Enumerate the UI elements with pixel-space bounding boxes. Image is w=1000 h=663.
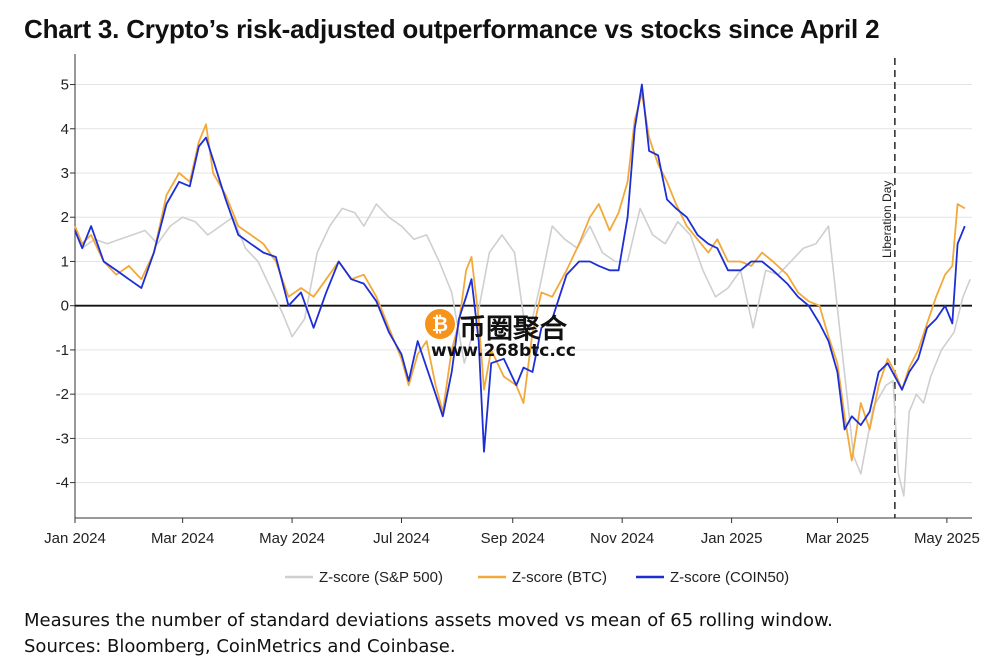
x-tick-label: Mar 2025 <box>806 530 869 547</box>
y-tick-label: 2 <box>61 209 69 226</box>
watermark-name: 币圈聚合 <box>459 314 567 345</box>
bitcoin-icon: ₿ <box>425 309 455 339</box>
chart-sources: Sources: Bloomberg, CoinMetrics and Coin… <box>24 636 456 657</box>
chart-note: Measures the number of standard deviatio… <box>24 610 833 631</box>
x-tick-label: Sep 2024 <box>481 530 545 547</box>
liberation-day-label: Liberation Day <box>880 181 894 258</box>
series-lines <box>74 83 971 497</box>
annotations: Liberation Day <box>75 58 972 518</box>
y-tick-label: 1 <box>61 253 69 270</box>
chart-title: Chart 3. Crypto’s risk-adjusted outperfo… <box>24 14 880 44</box>
y-tick-label: -3 <box>56 430 69 447</box>
legend-label: Z-score (COIN50) <box>670 569 789 586</box>
x-tick-label: Mar 2024 <box>151 530 214 547</box>
y-tick-label: 4 <box>61 121 69 138</box>
series-line-btc <box>74 92 966 462</box>
line-chart: 5 4 3 2 1 0 -1 -2 -3 -4 Jan 2024 Mar 2024 May 2024 Ju… <box>44 54 980 586</box>
series-line-sp500 <box>74 203 971 497</box>
y-tick-label: -4 <box>56 475 69 492</box>
series-line-coin50 <box>74 83 966 453</box>
x-tick-label: Jan 2024 <box>44 530 106 547</box>
y-tick-label: -1 <box>56 342 69 359</box>
legend-label: Z-score (S&P 500) <box>319 569 443 586</box>
watermark-url: www.268btc.cc <box>431 341 576 361</box>
axes: 5 4 3 2 1 0 -1 -2 -3 -4 Jan 2024 Mar 2024 May 2024 Ju… <box>44 54 980 547</box>
watermark: ₿ 币圈聚合 www.268btc.cc <box>425 307 585 367</box>
y-tick-label: 0 <box>61 298 69 315</box>
x-tick-label: Jul 2024 <box>373 530 430 547</box>
x-tick-label: Nov 2024 <box>590 530 654 547</box>
y-tick-label: -2 <box>56 386 69 403</box>
x-tick-label: Jan 2025 <box>701 530 763 547</box>
x-tick-label: May 2024 <box>259 530 325 547</box>
x-tick-label: May 2025 <box>914 530 980 547</box>
y-tick-label: 3 <box>61 165 69 182</box>
legend: Z-score (S&P 500) Z-score (BTC) Z-score (C… <box>285 569 789 586</box>
y-tick-label: 5 <box>61 77 69 94</box>
legend-label: Z-score (BTC) <box>512 569 607 586</box>
